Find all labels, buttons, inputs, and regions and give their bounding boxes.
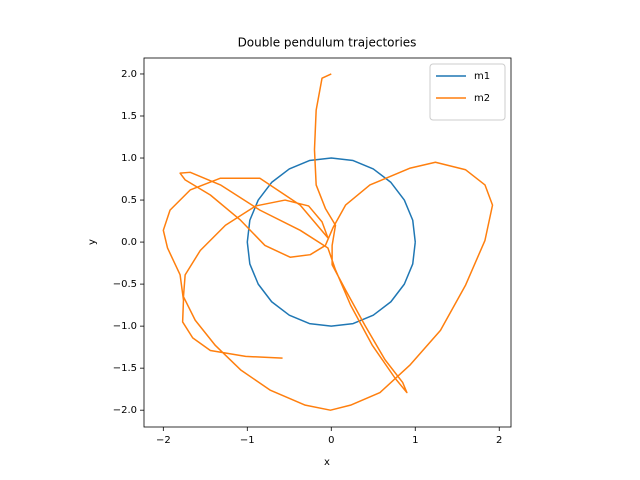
legend-label: m2 bbox=[474, 93, 490, 104]
plot-area bbox=[143, 57, 512, 428]
y-tick-label: −1.0 bbox=[113, 321, 137, 332]
x-tick-label: 0 bbox=[328, 435, 334, 446]
legend-box bbox=[429, 63, 506, 121]
x-axis-label: x bbox=[324, 457, 330, 468]
x-tick-label: −1 bbox=[240, 435, 255, 446]
y-tick-label: −2.0 bbox=[113, 405, 137, 416]
x-tick-label: 2 bbox=[496, 435, 502, 446]
y-tick-label: −1.5 bbox=[113, 363, 137, 374]
y-axis-label: y bbox=[87, 239, 98, 245]
y-tick-label: 1.0 bbox=[121, 153, 137, 164]
legend: m1 m2 bbox=[429, 63, 506, 121]
y-tick-label: 0.5 bbox=[121, 195, 137, 206]
chart-title: Double pendulum trajectories bbox=[238, 36, 417, 50]
y-tick-label: −0.5 bbox=[113, 279, 137, 290]
series-line bbox=[162, 73, 494, 411]
legend-label: m1 bbox=[474, 71, 490, 82]
x-tick-label: −2 bbox=[156, 435, 171, 446]
y-tick-label: 0.0 bbox=[121, 237, 137, 248]
x-tick-label: 1 bbox=[412, 435, 418, 446]
series-line bbox=[246, 157, 417, 327]
y-tick-label: 2.0 bbox=[121, 69, 137, 80]
y-tick-label: 1.5 bbox=[121, 111, 137, 122]
